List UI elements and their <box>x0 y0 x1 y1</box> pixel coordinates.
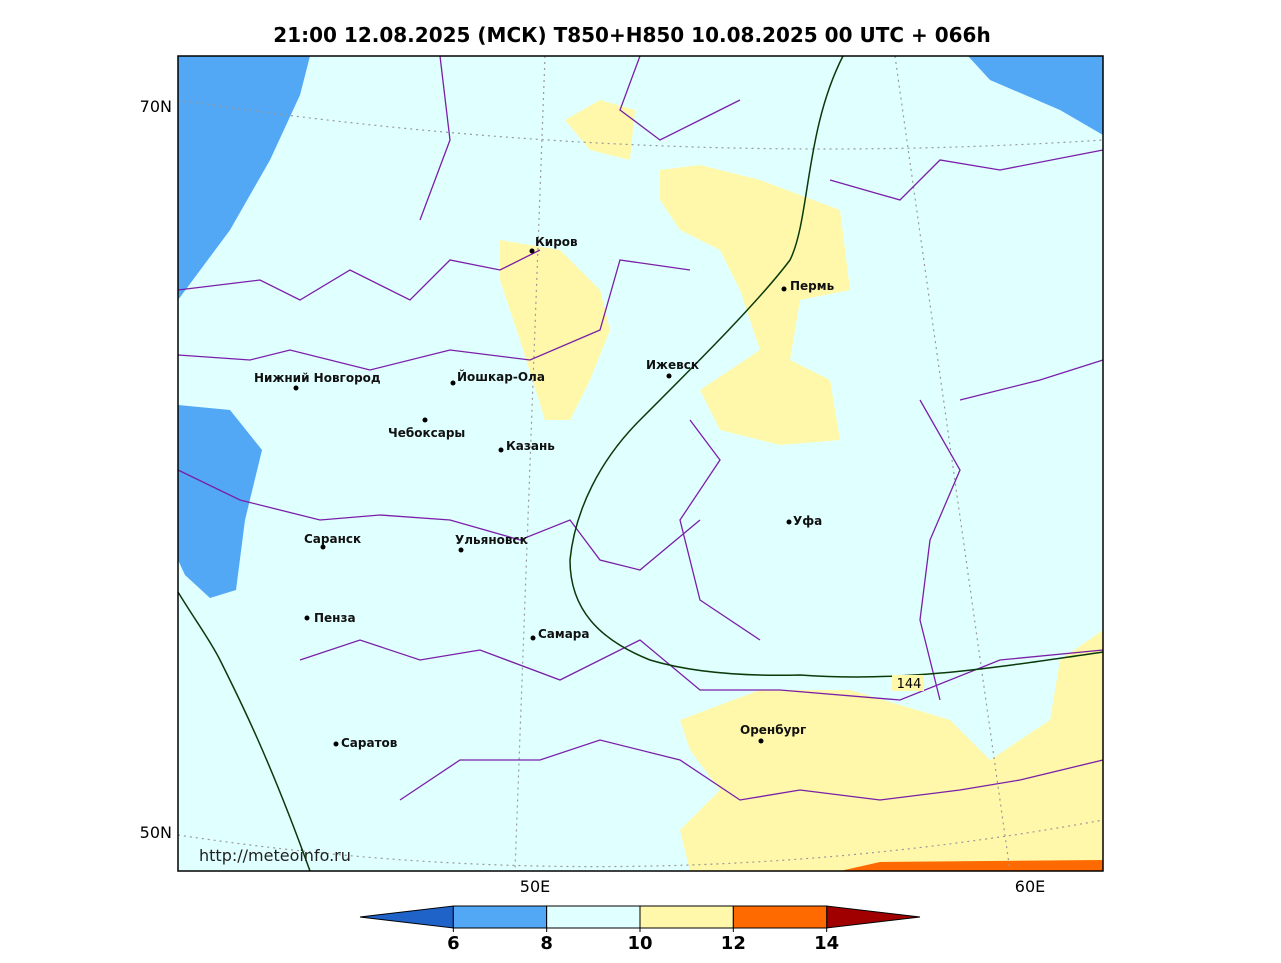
city-label: Ульяновск <box>455 533 528 547</box>
city-label: Самара <box>538 627 590 641</box>
contour-label-bg <box>892 675 924 691</box>
city-dot <box>450 380 456 386</box>
map: 144 Киров Пермь Нижний Новгород Йошкар-О… <box>177 55 1104 872</box>
colorbar-tick-label: 12 <box>721 933 746 954</box>
city-dot <box>786 519 792 525</box>
colorbar-segment <box>546 905 641 929</box>
colorbar-segment <box>639 905 734 929</box>
cold-area <box>178 405 262 598</box>
city-dot <box>758 738 764 744</box>
city-label: Саратов <box>341 736 398 750</box>
city-label: Йошкар-Ола <box>457 369 545 384</box>
city-dot <box>529 248 535 254</box>
map-frame <box>177 55 1104 872</box>
colorbar-extension <box>359 905 454 929</box>
graticule <box>177 55 1104 872</box>
city-label: Пермь <box>790 279 835 293</box>
hot-area <box>840 860 1103 871</box>
city-dot <box>666 373 672 379</box>
city-label: Киров <box>535 235 578 249</box>
height-contour <box>569 55 1104 678</box>
warm-area <box>565 100 635 160</box>
city-dot <box>422 417 428 423</box>
lat-label: 70N <box>140 97 172 116</box>
colorbar-tick-label: 8 <box>540 933 553 954</box>
city-label: Нижний Новгород <box>254 371 381 385</box>
lon-label: 50E <box>520 877 550 896</box>
region-borders <box>177 55 1104 801</box>
city-dot <box>781 286 787 292</box>
city-label: Саранск <box>304 532 361 546</box>
cold-area <box>178 56 310 300</box>
city-dot <box>333 741 339 747</box>
city-label: Оренбург <box>740 723 806 737</box>
city-dot <box>498 447 504 453</box>
cities: Киров Пермь Нижний Новгород Йошкар-Ола И… <box>254 235 835 750</box>
city-label: Уфа <box>793 514 822 528</box>
colorbar: 6 8 10 12 14 <box>359 905 921 954</box>
cold-area <box>968 56 1103 135</box>
city-dot <box>458 547 464 553</box>
city-dot <box>293 385 299 391</box>
height-contour <box>177 591 311 872</box>
lat-label: 50N <box>140 823 172 842</box>
contour-label: 144 <box>897 677 922 692</box>
city-dot <box>320 544 326 550</box>
city-dot <box>530 635 536 641</box>
warm-area <box>660 165 850 445</box>
city-label: Ижевск <box>646 358 699 372</box>
warm-area <box>500 240 610 420</box>
title: 21:00 12.08.2025 (МСК) T850+H850 10.08.2… <box>273 23 990 47</box>
lon-label: 60E <box>1015 877 1045 896</box>
colorbar-tick-label: 10 <box>627 933 652 954</box>
colorbar-tick-label: 6 <box>447 933 460 954</box>
colorbar-tick-label: 14 <box>814 933 839 954</box>
city-label: Казань <box>506 439 555 453</box>
colorbar-segment <box>452 905 548 929</box>
city-label: Пенза <box>314 611 356 625</box>
city-dot <box>304 615 310 621</box>
city-label: Чебоксары <box>388 426 465 440</box>
watermark: http://meteoinfo.ru <box>199 846 351 865</box>
colorbar-segment <box>732 905 828 929</box>
colorbar-extension <box>826 905 921 929</box>
